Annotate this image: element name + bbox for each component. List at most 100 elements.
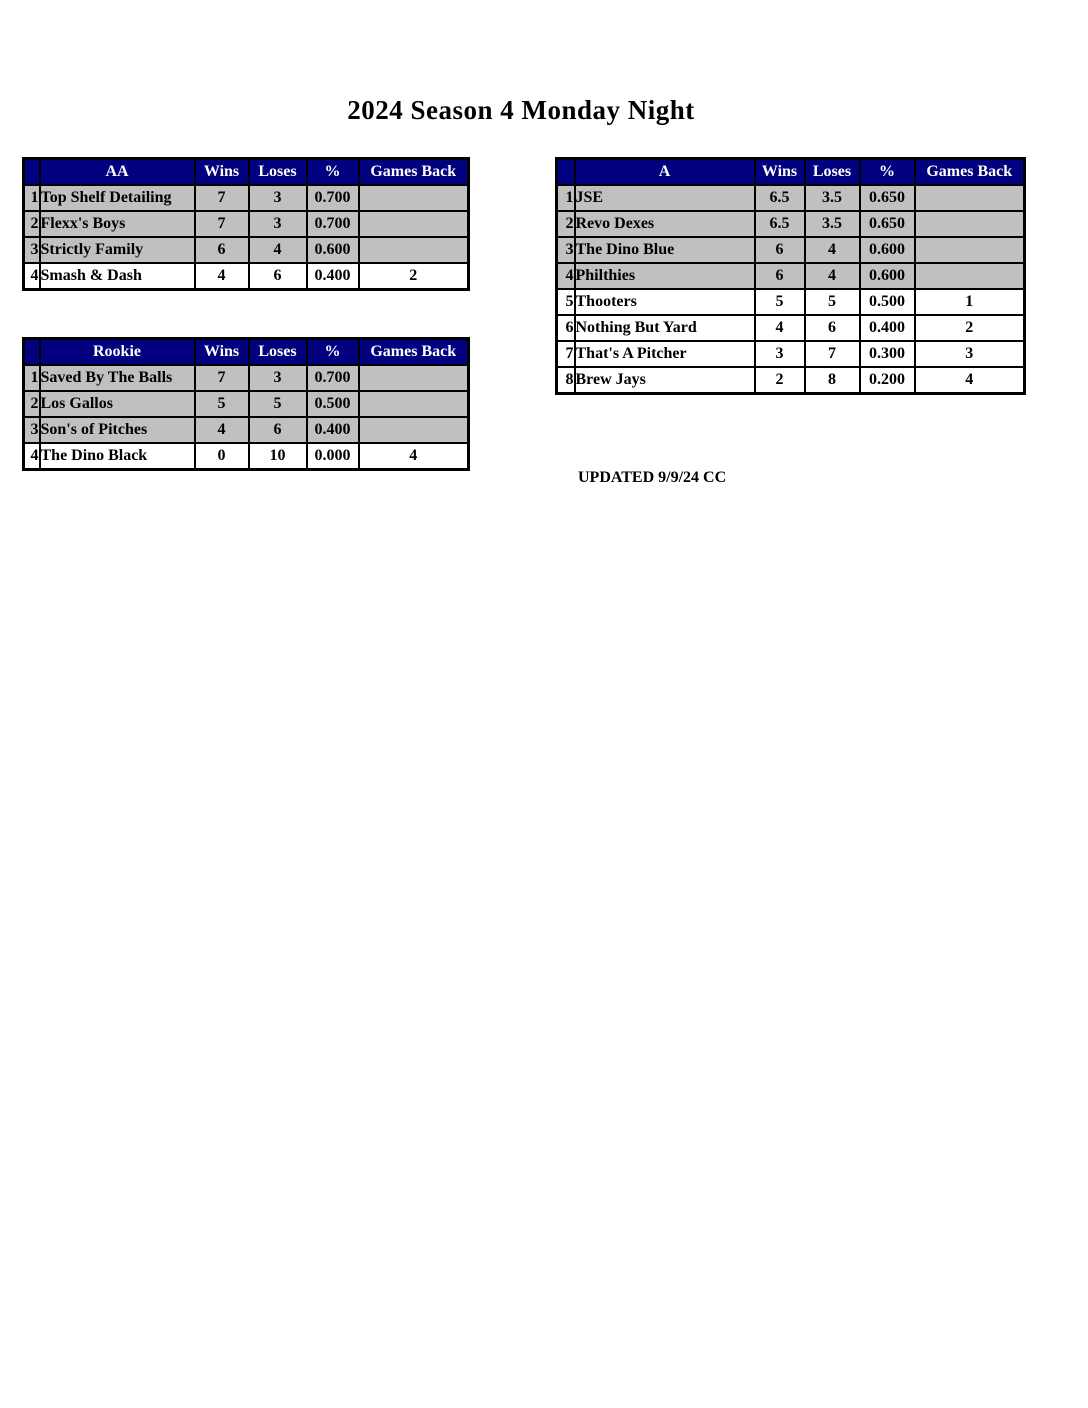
page-title: 2024 Season 4 Monday Night	[347, 95, 695, 125]
cell-games-back: 2	[913, 314, 1026, 342]
cell-wins: 6	[753, 262, 806, 290]
cell-pct: 0.500	[858, 288, 916, 316]
standings-row: 4 Smash & Dash 4 6 0.400 2	[22, 262, 470, 291]
cell-games-back	[357, 416, 470, 444]
cell-games-back	[357, 184, 470, 212]
standings-table-rookie: Rookie Wins Loses % Games Back 1 Saved By…	[22, 337, 470, 471]
cell-team: Brew Jays	[573, 366, 756, 395]
table-body: 1 Top Shelf Detailing 7 3 0.700 2 Flexx's Boys…	[22, 184, 470, 291]
cell-wins: 6	[193, 236, 250, 264]
standings-row: 2 Revo Dexes 6.5 3.5 0.650	[555, 210, 1026, 238]
cell-team: Smash & Dash	[38, 262, 196, 291]
cell-pct: 0.650	[858, 210, 916, 238]
cell-games-back	[357, 364, 470, 392]
cell-team: That's A Pitcher	[573, 340, 756, 368]
cell-rank: 2	[22, 210, 41, 238]
cell-loses: 3	[247, 210, 308, 238]
standings-row: 5 Thooters 5 5 0.500 1	[555, 288, 1026, 316]
updated-note: UPDATED 9/9/24 CC	[578, 469, 727, 486]
cell-games-back: 3	[913, 340, 1026, 368]
header-games-back: Games Back	[357, 337, 470, 366]
cell-team: Son's of Pitches	[38, 416, 196, 444]
cell-games-back: 4	[357, 442, 470, 471]
cell-wins: 0	[193, 442, 250, 471]
cell-wins: 3	[753, 340, 806, 368]
cell-pct: 0.700	[305, 364, 360, 392]
cell-rank: 3	[22, 416, 41, 444]
cell-team: Strictly Family	[38, 236, 196, 264]
header-rank-cell	[22, 157, 41, 186]
cell-team: Saved By The Balls	[38, 364, 196, 392]
cell-loses: 6	[247, 416, 308, 444]
header-division-label: AA	[38, 157, 196, 186]
cell-team: JSE	[573, 184, 756, 212]
cell-wins: 6.5	[753, 184, 806, 212]
standings-row: 7 That's A Pitcher 3 7 0.300 3	[555, 340, 1026, 368]
cell-pct: 0.600	[305, 236, 360, 264]
cell-games-back	[913, 184, 1026, 212]
header-pct: %	[858, 157, 916, 186]
cell-rank: 7	[555, 340, 576, 368]
cell-games-back: 2	[357, 262, 470, 291]
cell-loses: 7	[803, 340, 861, 368]
cell-team: Los Gallos	[38, 390, 196, 418]
header-wins: Wins	[753, 157, 806, 186]
cell-pct: 0.400	[858, 314, 916, 342]
cell-wins: 4	[193, 416, 250, 444]
header-loses: Loses	[247, 157, 308, 186]
cell-pct: 0.300	[858, 340, 916, 368]
table-header-row: A Wins Loses % Games Back	[555, 157, 1026, 186]
standings-row: 3 The Dino Blue 6 4 0.600	[555, 236, 1026, 264]
cell-games-back	[357, 236, 470, 264]
standings-row: 4 The Dino Black 0 10 0.000 4	[22, 442, 470, 471]
cell-games-back: 4	[913, 366, 1026, 395]
cell-team: Philthies	[573, 262, 756, 290]
table-body: 1 JSE 6.5 3.5 0.650 2 Revo Dexes 6.5 3.5 0.650 3 Th…	[555, 184, 1026, 395]
cell-wins: 4	[753, 314, 806, 342]
standings-row: 3 Son's of Pitches 4 6 0.400	[22, 416, 470, 444]
cell-team: The Dino Blue	[573, 236, 756, 264]
cell-rank: 1	[22, 364, 41, 392]
cell-rank: 1	[555, 184, 576, 212]
standings-row: 1 Saved By The Balls 7 3 0.700	[22, 364, 470, 392]
cell-pct: 0.500	[305, 390, 360, 418]
cell-pct: 0.700	[305, 184, 360, 212]
cell-rank: 8	[555, 366, 576, 395]
cell-pct: 0.700	[305, 210, 360, 238]
cell-wins: 7	[193, 364, 250, 392]
cell-pct: 0.400	[305, 416, 360, 444]
cell-wins: 7	[193, 184, 250, 212]
cell-rank: 1	[22, 184, 41, 212]
cell-pct: 0.600	[858, 236, 916, 264]
cell-team: Revo Dexes	[573, 210, 756, 238]
cell-games-back: 1	[913, 288, 1026, 316]
cell-rank: 4	[22, 442, 41, 471]
cell-pct: 0.650	[858, 184, 916, 212]
cell-loses: 4	[247, 236, 308, 264]
table-body: 1 Saved By The Balls 7 3 0.700 2 Los Gallos 5 5 0…	[22, 364, 470, 471]
cell-pct: 0.200	[858, 366, 916, 395]
cell-pct: 0.600	[858, 262, 916, 290]
cell-rank: 2	[555, 210, 576, 238]
cell-loses: 6	[803, 314, 861, 342]
cell-loses: 4	[803, 262, 861, 290]
cell-wins: 7	[193, 210, 250, 238]
standings-row: 3 Strictly Family 6 4 0.600	[22, 236, 470, 264]
standings-table-a: A Wins Loses % Games Back 1 JSE 6.5 3.5 0.65…	[555, 157, 1026, 395]
header-games-back: Games Back	[357, 157, 470, 186]
cell-wins: 2	[753, 366, 806, 395]
standings-row: 2 Flexx's Boys 7 3 0.700	[22, 210, 470, 238]
cell-wins: 5	[193, 390, 250, 418]
cell-pct: 0.400	[305, 262, 360, 291]
cell-loses: 5	[803, 288, 861, 316]
cell-pct: 0.000	[305, 442, 360, 471]
cell-games-back	[913, 262, 1026, 290]
cell-team: Nothing But Yard	[573, 314, 756, 342]
header-rank-cell	[555, 157, 576, 186]
cell-loses: 3	[247, 184, 308, 212]
header-division-label: Rookie	[38, 337, 196, 366]
cell-loses: 5	[247, 390, 308, 418]
cell-rank: 4	[22, 262, 41, 291]
table-header-row: AA Wins Loses % Games Back	[22, 157, 470, 186]
